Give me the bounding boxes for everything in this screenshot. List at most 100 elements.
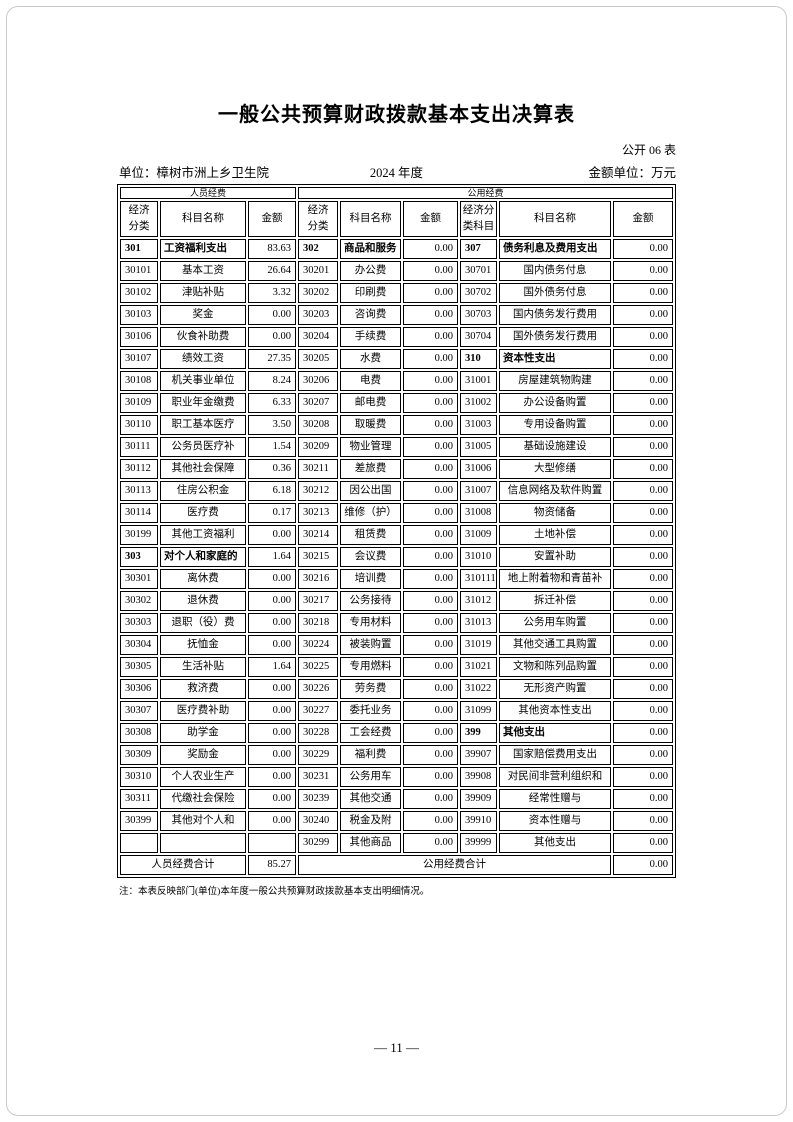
code-cell: 30209 <box>298 437 338 457</box>
subject-cell: 地上附着物和青苗补 <box>499 569 611 589</box>
subject-cell: 对民间非营利组织和 <box>499 767 611 787</box>
code-cell: 31003 <box>460 415 497 435</box>
subject-cell: 公务用车 <box>340 767 401 787</box>
table-row: 30307 医疗费补助 0.00 30227 委托业务 0.00 31099 其他资本性支出 0… <box>120 701 673 721</box>
amount-cell: 0.36 <box>248 459 296 479</box>
amount-cell: 0.00 <box>613 789 673 809</box>
amount-cell: 0.00 <box>403 415 458 435</box>
amount-cell: 0.00 <box>613 613 673 633</box>
code-cell <box>120 833 158 853</box>
code-cell: 39907 <box>460 745 497 765</box>
subject-cell: 委托业务 <box>340 701 401 721</box>
amount-cell: 0.00 <box>613 591 673 611</box>
amount-cell: 0.00 <box>248 327 296 347</box>
amount-cell: 0.00 <box>248 723 296 743</box>
table-row: 30103 奖金 0.00 30203 咨询费 0.00 30703 国内债务发行费用 0.00 <box>120 305 673 325</box>
subject-cell: 公务用车购置 <box>499 613 611 633</box>
amount-cell: 0.00 <box>613 283 673 303</box>
subject-cell: 专用材料 <box>340 613 401 633</box>
table-row: 30305 生活补贴 1.64 30225 专用燃料 0.00 31021 文物和陈列品购置 0… <box>120 657 673 677</box>
column-header: 金额 <box>248 201 296 237</box>
amount-cell: 0.00 <box>613 833 673 853</box>
subject-cell: 对个人和家庭的 <box>160 547 246 567</box>
code-cell: 30112 <box>120 459 158 479</box>
subject-cell: 其他对个人和 <box>160 811 246 831</box>
amount-cell: 0.00 <box>248 701 296 721</box>
amount-cell: 0.00 <box>613 635 673 655</box>
code-cell: 30113 <box>120 481 158 501</box>
page-title: 一般公共预算财政拨款基本支出决算表 <box>218 104 575 126</box>
amount-cell: 0.00 <box>403 371 458 391</box>
subject-cell: 奖励金 <box>160 745 246 765</box>
subject-cell: 机关事业单位 <box>160 371 246 391</box>
subject-cell: 伙食补助费 <box>160 327 246 347</box>
table-row: 301 工资福利支出 83.63 302 商品和服务 0.00 307 债务利息及费用支出 0.… <box>120 239 673 259</box>
subject-cell: 基础设施建设 <box>499 437 611 457</box>
subject-cell: 离休费 <box>160 569 246 589</box>
amount-cell: 0.00 <box>613 745 673 765</box>
subject-cell: 办公设备购置 <box>499 393 611 413</box>
code-cell: 30109 <box>120 393 158 413</box>
code-cell: 30305 <box>120 657 158 677</box>
amount-cell: 0.00 <box>613 261 673 281</box>
table-row: 30106 伙食补助费 0.00 30204 手续费 0.00 30704 国外债务发行费用 0… <box>120 327 673 347</box>
table-row: 30399 其他对个人和 0.00 30240 税金及附 0.00 39910 资本性赠与 0.… <box>120 811 673 831</box>
column-header: 经济 分类 <box>298 201 338 237</box>
subject-cell: 经常性赠与 <box>499 789 611 809</box>
table-row: 30108 机关事业单位 8.24 30206 电费 0.00 31001 房屋建筑物购建 0.… <box>120 371 673 391</box>
subject-cell: 工会经费 <box>340 723 401 743</box>
subject-cell: 医疗费 <box>160 503 246 523</box>
subject-cell: 奖金 <box>160 305 246 325</box>
code-cell: 30240 <box>298 811 338 831</box>
subject-cell: 商品和服务 <box>340 239 401 259</box>
subject-cell <box>160 833 246 853</box>
subject-cell: 救济费 <box>160 679 246 699</box>
subject-cell: 印刷费 <box>340 283 401 303</box>
amount-cell: 0.00 <box>248 613 296 633</box>
column-header: 金额 <box>403 201 458 237</box>
amount-cell: 0.00 <box>248 811 296 831</box>
table-row: 30102 津贴补贴 3.32 30202 印刷费 0.00 30702 国外债务付息 0.00 <box>120 283 673 303</box>
amount-cell: 0.00 <box>248 789 296 809</box>
table-code-label: 公开 06 表 <box>621 143 676 157</box>
table-row: 30107 绩效工资 27.35 30205 水费 0.00 310 资本性支出 0.00 <box>120 349 673 369</box>
subject-cell: 国外债务发行费用 <box>499 327 611 347</box>
table-row: 30311 代缴社会保险 0.00 30239 其他交通 0.00 39909 经常性赠与 0.… <box>120 789 673 809</box>
subject-cell: 抚恤金 <box>160 635 246 655</box>
subject-cell: 拆迁补偿 <box>499 591 611 611</box>
amount-cell: 0.00 <box>248 635 296 655</box>
subject-cell: 其他交通 <box>340 789 401 809</box>
code-cell: 30215 <box>298 547 338 567</box>
amount-cell: 0.00 <box>403 613 458 633</box>
expense-table: 人员经费 公用经费 经济 分类 科目名称 金额 经济 分类 科目名称 金额 经济分 类科目 科目名… <box>117 184 676 878</box>
code-cell: 31012 <box>460 591 497 611</box>
amount-cell: 0.00 <box>403 305 458 325</box>
code-cell: 307 <box>460 239 497 259</box>
code-cell: 30299 <box>298 833 338 853</box>
amount-cell: 0.00 <box>248 525 296 545</box>
amount-cell: 0.00 <box>403 789 458 809</box>
table-row: 303 对个人和家庭的 1.64 30215 会议费 0.00 31010 安置补助 0.00 <box>120 547 673 567</box>
amount-cell: 0.00 <box>403 503 458 523</box>
subject-cell: 助学金 <box>160 723 246 743</box>
code-cell: 30302 <box>120 591 158 611</box>
subject-cell: 物业管理 <box>340 437 401 457</box>
table-row: 30299 其他商品 0.00 39999 其他支出 0.00 <box>120 833 673 853</box>
amount-cell: 83.63 <box>248 239 296 259</box>
amount-cell: 0.00 <box>248 745 296 765</box>
column-header: 科目名称 <box>499 201 611 237</box>
code-cell: 30308 <box>120 723 158 743</box>
code-cell: 30239 <box>298 789 338 809</box>
subject-cell: 文物和陈列品购置 <box>499 657 611 677</box>
subject-cell: 职工基本医疗 <box>160 415 246 435</box>
table-row: 30111 公务员医疗补 1.54 30209 物业管理 0.00 31005 基础设施建设 0… <box>120 437 673 457</box>
column-header: 科目名称 <box>340 201 401 237</box>
amount-cell: 0.00 <box>613 547 673 567</box>
code-cell: 30199 <box>120 525 158 545</box>
subject-cell: 被装购置 <box>340 635 401 655</box>
code-cell: 31099 <box>460 701 497 721</box>
subject-cell: 生活补贴 <box>160 657 246 677</box>
code-cell: 31013 <box>460 613 497 633</box>
table-row: 30301 离休费 0.00 30216 培训费 0.00 310111 地上附着物和青苗补 0… <box>120 569 673 589</box>
code-cell: 30203 <box>298 305 338 325</box>
